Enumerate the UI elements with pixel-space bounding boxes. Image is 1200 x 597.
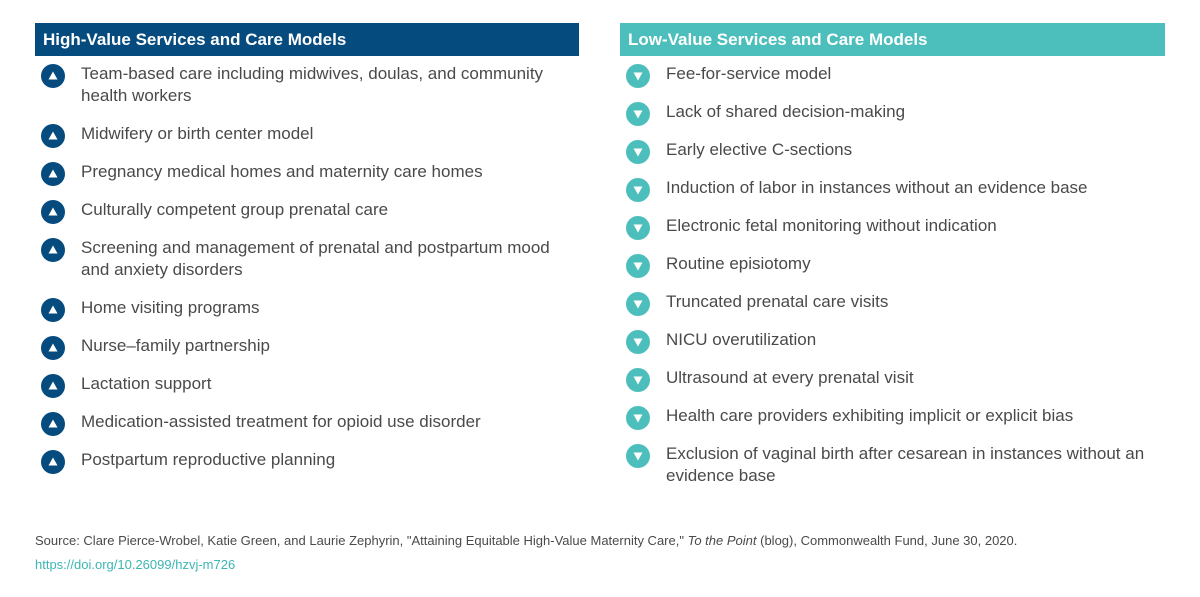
low-value-item-text: Ultrasound at every prenatal visit	[666, 368, 914, 387]
down-triangle-icon	[626, 64, 650, 88]
high-value-item-text: Medication-assisted treatment for opioid…	[81, 412, 481, 431]
source-suffix: (blog), Commonwealth Fund, June 30, 2020…	[760, 533, 1018, 548]
low-value-item: Fee-for-service model	[620, 63, 1165, 88]
low-value-item: Induction of labor in instances without …	[620, 177, 1165, 202]
low-value-item-text: Exclusion of vaginal birth after cesarea…	[666, 444, 1145, 485]
up-triangle-icon	[41, 124, 65, 148]
low-value-item: Electronic fetal monitoring without indi…	[620, 215, 1165, 240]
low-value-item: Early elective C-sections	[620, 139, 1165, 164]
down-triangle-icon	[626, 368, 650, 392]
low-value-item-text: Early elective C-sections	[666, 140, 853, 159]
low-value-item: NICU overutilization	[620, 329, 1165, 354]
low-value-item: Exclusion of vaginal birth after cesarea…	[620, 443, 1165, 487]
high-value-item: Pregnancy medical homes and maternity ca…	[35, 161, 579, 186]
down-triangle-icon	[626, 178, 650, 202]
high-value-column: High-Value Services and Care Models Team…	[35, 23, 579, 487]
low-value-item: Health care providers exhibiting implici…	[620, 405, 1165, 430]
low-value-item-text: Truncated prenatal care visits	[666, 292, 889, 311]
high-value-item: Lactation support	[35, 373, 579, 398]
down-triangle-icon	[626, 140, 650, 164]
source-citation: Source: Clare Pierce-Wrobel, Katie Green…	[35, 532, 1017, 550]
up-triangle-icon	[41, 238, 65, 262]
high-value-item: Screening and management of prenatal and…	[35, 237, 579, 281]
down-triangle-icon	[626, 406, 650, 430]
low-value-item-text: Lack of shared decision-making	[666, 102, 906, 121]
high-value-item-text: Home visiting programs	[81, 298, 260, 317]
high-value-item-text: Postpartum reproductive planning	[81, 450, 336, 469]
down-triangle-icon	[626, 216, 650, 240]
low-value-item-text: NICU overutilization	[666, 330, 817, 349]
low-value-column: Low-Value Services and Care Models Fee-f…	[620, 23, 1165, 503]
high-value-item-text: Screening and management of prenatal and…	[81, 238, 550, 279]
low-value-list: Fee-for-service model Lack of shared dec…	[620, 63, 1165, 487]
high-value-item-text: Pregnancy medical homes and maternity ca…	[81, 162, 483, 181]
high-value-item: Home visiting programs	[35, 297, 579, 322]
low-value-item-text: Induction of labor in instances without …	[666, 178, 1088, 197]
high-value-item: Team-based care including midwives, doul…	[35, 63, 579, 107]
low-value-item: Routine episiotomy	[620, 253, 1165, 278]
down-triangle-icon	[626, 444, 650, 468]
high-value-header: High-Value Services and Care Models	[35, 23, 579, 56]
low-value-item-text: Routine episiotomy	[666, 254, 811, 273]
up-triangle-icon	[41, 200, 65, 224]
down-triangle-icon	[626, 292, 650, 316]
up-triangle-icon	[41, 450, 65, 474]
low-value-header: Low-Value Services and Care Models	[620, 23, 1165, 56]
up-triangle-icon	[41, 64, 65, 88]
up-triangle-icon	[41, 336, 65, 360]
low-value-item-text: Health care providers exhibiting implici…	[666, 406, 1074, 425]
source-prefix: Source: Clare Pierce-Wrobel, Katie Green…	[35, 533, 684, 548]
up-triangle-icon	[41, 412, 65, 436]
high-value-list: Team-based care including midwives, doul…	[35, 63, 579, 474]
down-triangle-icon	[626, 102, 650, 126]
source-publication: To the Point	[687, 533, 757, 548]
high-value-item: Postpartum reproductive planning	[35, 449, 579, 474]
low-value-item-text: Electronic fetal monitoring without indi…	[666, 216, 997, 235]
down-triangle-icon	[626, 330, 650, 354]
high-value-item: Nurse–family partnership	[35, 335, 579, 360]
high-value-item-text: Midwifery or birth center model	[81, 124, 314, 143]
low-value-item: Ultrasound at every prenatal visit	[620, 367, 1165, 392]
low-value-item: Lack of shared decision-making	[620, 101, 1165, 126]
high-value-item-text: Lactation support	[81, 374, 212, 393]
low-value-item: Truncated prenatal care visits	[620, 291, 1165, 316]
high-value-item-text: Nurse–family partnership	[81, 336, 270, 355]
high-value-item: Culturally competent group prenatal care	[35, 199, 579, 224]
high-value-item: Medication-assisted treatment for opioid…	[35, 411, 579, 436]
low-value-item-text: Fee-for-service model	[666, 64, 832, 83]
high-value-item-text: Culturally competent group prenatal care	[81, 200, 389, 219]
up-triangle-icon	[41, 374, 65, 398]
high-value-item-text: Team-based care including midwives, doul…	[81, 64, 544, 105]
up-triangle-icon	[41, 162, 65, 186]
down-triangle-icon	[626, 254, 650, 278]
doi-link[interactable]: https://doi.org/10.26099/hzvj-m726	[35, 557, 236, 572]
high-value-item: Midwifery or birth center model	[35, 123, 579, 148]
up-triangle-icon	[41, 298, 65, 322]
